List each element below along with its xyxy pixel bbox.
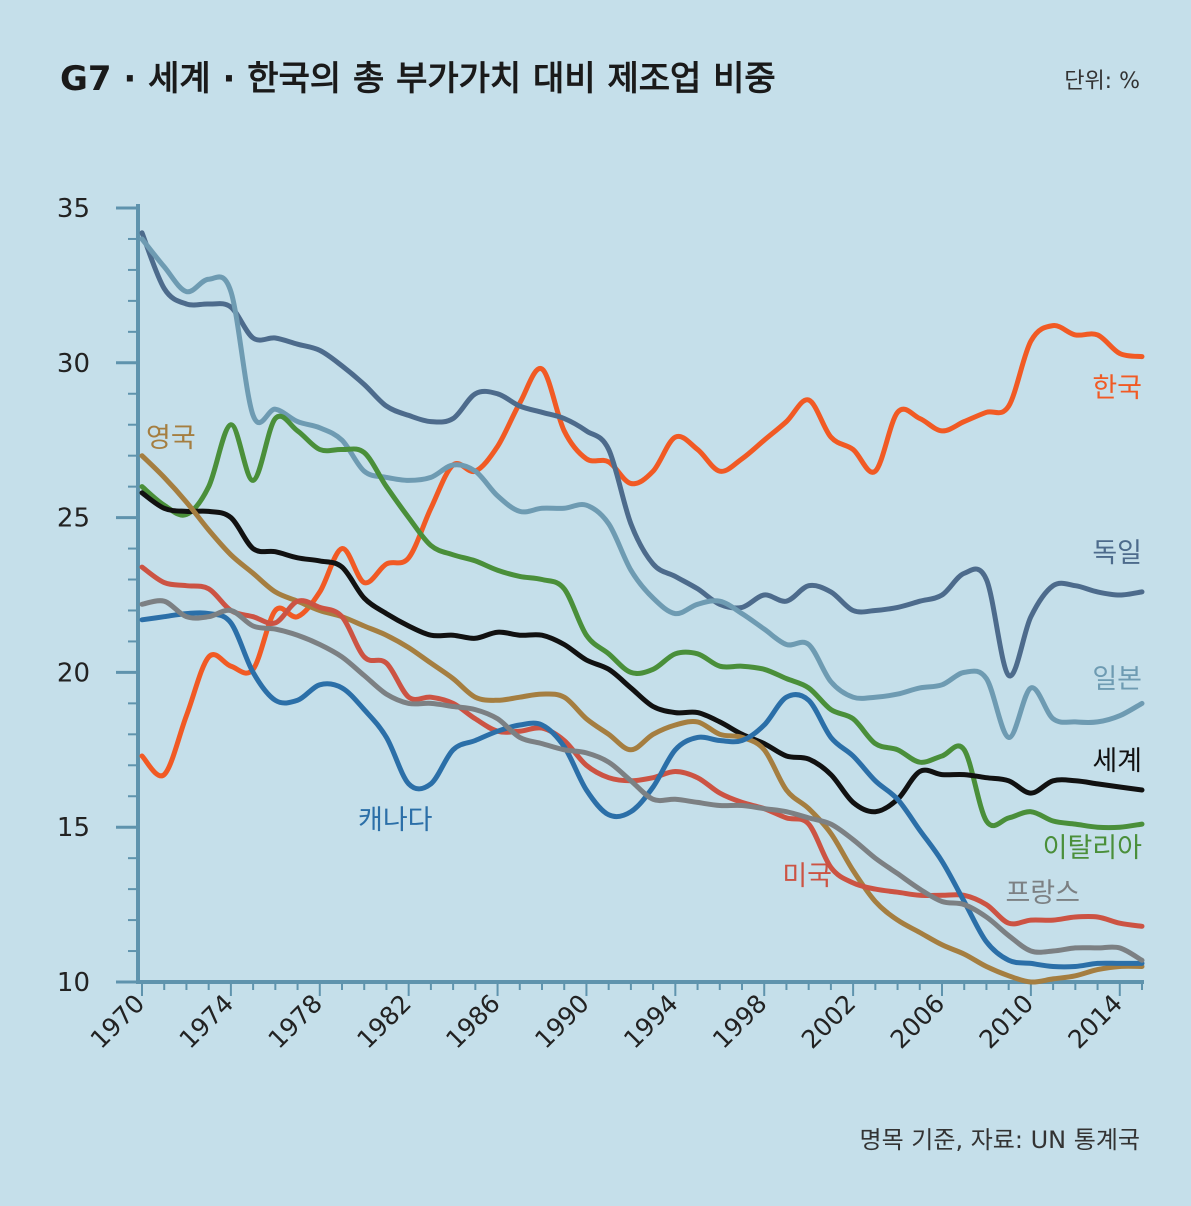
series-line-canada [139, 610, 1145, 970]
y-tick-label: 30 [57, 349, 90, 379]
series-label-uk: 영국 [146, 423, 196, 454]
source-note: 명목 기준, 자료: UN 통계국 [860, 1126, 1140, 1154]
x-tick-label: 1970 [85, 989, 150, 1054]
series-label-japan: 일본 [1092, 664, 1142, 695]
series-label-germany: 독일 [1092, 538, 1142, 569]
x-tick-label: 2014 [1063, 989, 1128, 1054]
x-tick-label: 1978 [263, 989, 328, 1054]
series-line-japan [139, 236, 1145, 740]
series-line-italy [139, 413, 1145, 831]
x-tick-label: 1994 [618, 989, 683, 1054]
series-label-korea: 한국 [1092, 373, 1142, 404]
series-label-canada: 캐나다 [358, 805, 433, 836]
x-tick-label: 1986 [440, 989, 505, 1054]
series-line-world [139, 490, 1145, 815]
x-tick-label: 2006 [885, 989, 950, 1054]
y-tick-label: 20 [57, 658, 90, 688]
y-tick-label: 15 [57, 813, 90, 843]
chart-title: G7 · 세계 · 한국의 총 부가가치 대비 제조업 비중 [60, 59, 776, 99]
series-line-germany [139, 230, 1145, 679]
series-line-korea [139, 323, 1145, 779]
x-tick-label: 2002 [796, 989, 861, 1054]
x-tick-label: 1974 [174, 989, 239, 1054]
series-label-world: 세계 [1092, 746, 1142, 777]
x-tick-label: 2010 [974, 989, 1039, 1054]
y-tick-label: 10 [57, 968, 90, 998]
series-lines [139, 230, 1145, 985]
y-tick-label: 25 [57, 504, 90, 534]
y-tick-label: 35 [57, 194, 90, 224]
series-line-france [139, 598, 1145, 963]
series-label-usa: 미국 [782, 861, 832, 892]
series-line-usa [139, 564, 1145, 929]
series-label-france: 프랑스 [1005, 878, 1080, 909]
series-line-uk [139, 453, 1145, 985]
x-tick-label: 1998 [707, 989, 772, 1054]
x-tick-label: 1982 [351, 989, 416, 1054]
x-tick-label: 1990 [529, 989, 594, 1054]
unit-label: 단위: % [1064, 69, 1140, 94]
series-label-italy: 이탈리아 [1043, 833, 1143, 864]
